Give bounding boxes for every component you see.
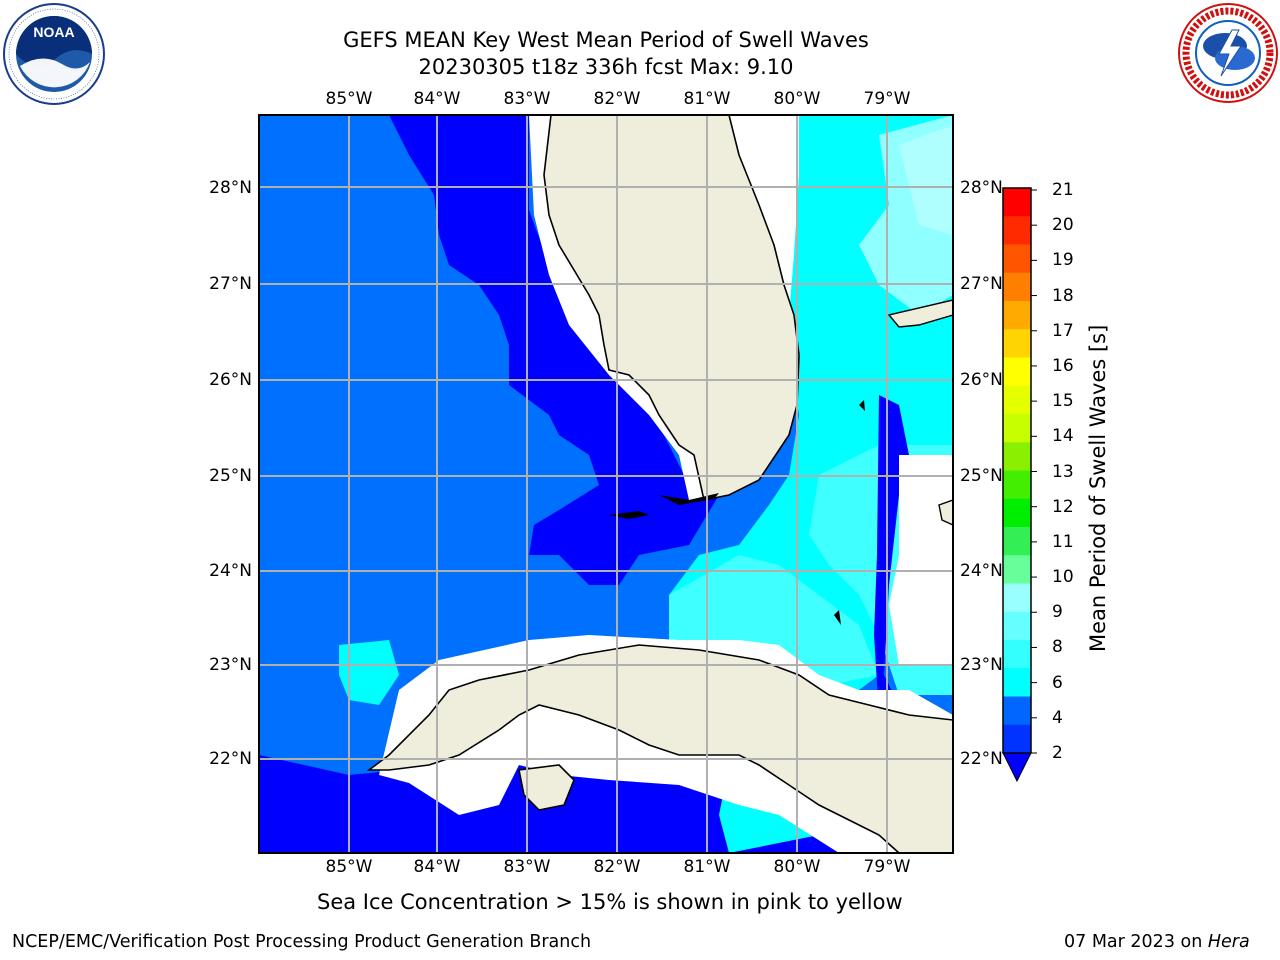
colorbar-segment (1003, 385, 1031, 415)
colorbar-segment (1003, 668, 1031, 697)
swell-period-map (258, 114, 954, 854)
ocean-band-dark-west (389, 115, 719, 585)
colorbar-segment (1003, 583, 1031, 613)
lat-label-left: 25°N (209, 466, 252, 486)
colorbar-tick-label: 13 (1052, 461, 1074, 482)
colorbar-tick-label: 4 (1052, 707, 1063, 728)
lat-label-left: 26°N (209, 370, 252, 390)
lat-label-right: 28°N (960, 178, 1003, 198)
colorbar-segment (1003, 611, 1031, 641)
colorbar-tick-label: 2 (1052, 743, 1063, 763)
lat-label-right: 23°N (960, 655, 1003, 675)
colorbar-segment (1003, 357, 1031, 387)
nws-logo-icon (1178, 3, 1278, 103)
colorbar-segment (1003, 724, 1031, 754)
lon-label-bottom: 80°W (773, 857, 821, 877)
colorbar-tick-label: 12 (1052, 496, 1074, 517)
colorbar-tick-label: 15 (1052, 391, 1074, 412)
lat-label-left: 24°N (209, 561, 252, 581)
colorbar-segment (1003, 188, 1031, 217)
lon-label-top: 81°W (683, 89, 731, 109)
land-bahamas (887, 299, 953, 328)
colorbar-title: Mean Period of Swell Waves [s] (1086, 324, 1110, 652)
colorbar-tick-label: 6 (1052, 672, 1063, 693)
colorbar-tick-label: 18 (1052, 285, 1074, 306)
colorbar-segment (1003, 527, 1031, 556)
colorbar-tick-label: 11 (1052, 531, 1074, 552)
svg-text:NOAA: NOAA (33, 24, 74, 40)
footer-host: Hera (1207, 932, 1250, 952)
colorbar-segment (1003, 244, 1031, 274)
colorbar-segment (1003, 329, 1031, 358)
chart-title: GEFS MEAN Key West Mean Period of Swell … (343, 28, 869, 52)
colorbar-tick-label: 10 (1052, 567, 1074, 588)
nodata-bahamas (889, 455, 953, 665)
lon-label-top: 80°W (773, 89, 821, 109)
ocean-band-dark-south (259, 675, 509, 853)
colorbar-segment (1003, 272, 1031, 302)
colorbar-extend-arrow (1002, 752, 1032, 783)
lat-label-left: 28°N (209, 178, 252, 198)
lat-label-left: 22°N (209, 749, 252, 769)
chart-subtitle: 20230305 t18z 336h fcst Max: 9.10 (418, 55, 794, 79)
colorbar-segment (1003, 470, 1031, 500)
lon-label-bottom: 83°W (503, 857, 551, 877)
colorbar-tick-label: 8 (1052, 637, 1063, 658)
colorbar-tick-label: 21 (1052, 180, 1074, 200)
footer-credit: NCEP/EMC/Verification Post Processing Pr… (12, 932, 592, 952)
footer-date-text: 07 Mar 2023 on (1064, 932, 1208, 952)
lon-label-bottom: 84°W (413, 857, 461, 877)
land-cuba (366, 644, 953, 853)
lat-label-right: 27°N (960, 274, 1003, 294)
colorbar-segment (1003, 301, 1031, 330)
colorbar-tick-label: 17 (1052, 320, 1074, 341)
colorbar-tick-label: 19 (1052, 250, 1074, 271)
map-gridlines (259, 115, 953, 853)
lon-label-top: 85°W (325, 89, 373, 109)
lat-label-right: 26°N (960, 370, 1003, 390)
lat-label-left: 23°N (209, 655, 252, 675)
colorbar-segment (1003, 498, 1031, 528)
colorbar-tick-label: 14 (1052, 426, 1074, 447)
colorbar-segment (1003, 442, 1031, 471)
colorbar-segment (1003, 696, 1031, 726)
colorbar-segment (1003, 640, 1031, 669)
sea-ice-note: Sea Ice Concentration > 15% is shown in … (317, 890, 903, 914)
lon-label-bottom: 82°W (593, 857, 641, 877)
colorbar-segment (1003, 414, 1031, 443)
lon-label-bottom: 85°W (325, 857, 373, 877)
noaa-logo-icon: NOAA (3, 3, 105, 105)
lat-label-left: 27°N (209, 274, 252, 294)
lat-label-right: 22°N (960, 749, 1003, 769)
lon-label-top: 84°W (413, 89, 461, 109)
lat-label-right: 25°N (960, 466, 1003, 486)
colorbar (1002, 187, 1037, 783)
lon-label-bottom: 79°W (863, 857, 911, 877)
land-isle-of-youth (518, 764, 575, 811)
colorbar-segment (1003, 216, 1031, 245)
colorbar-tick-label: 16 (1052, 355, 1074, 376)
lon-label-top: 79°W (863, 89, 911, 109)
lat-label-right: 24°N (960, 561, 1003, 581)
lon-label-top: 83°W (503, 89, 551, 109)
lon-label-bottom: 81°W (683, 857, 731, 877)
footer-date: 07 Mar 2023 on Hera (1064, 932, 1250, 952)
colorbar-segment (1003, 555, 1031, 584)
lon-label-top: 82°W (593, 89, 641, 109)
colorbar-tick-label: 20 (1052, 215, 1074, 236)
colorbar-tick-label: 9 (1052, 602, 1063, 623)
